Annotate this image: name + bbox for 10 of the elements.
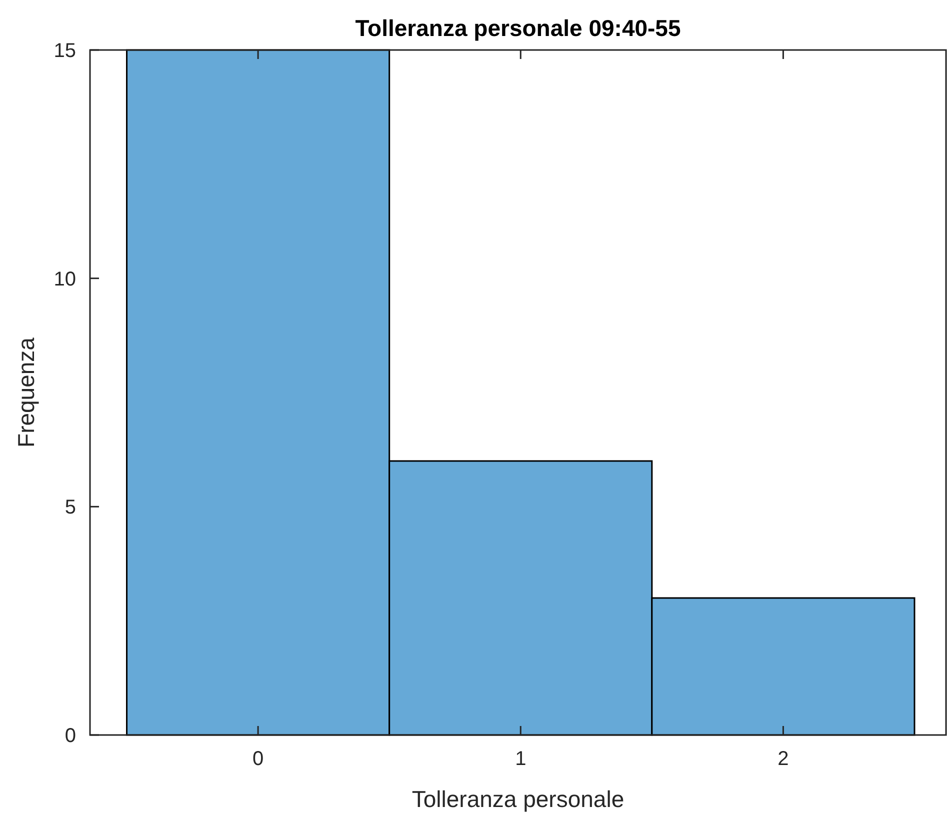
- y-tick-label: 10: [54, 268, 76, 290]
- x-axis-title: Tolleranza personale: [412, 786, 624, 812]
- y-axis-title: Frequenza: [13, 337, 39, 448]
- y-tick-label: 5: [64, 496, 76, 519]
- x-tick-label: 0: [252, 748, 264, 770]
- y-tick-label: 0: [64, 725, 76, 747]
- x-tick-label: 1: [515, 748, 526, 770]
- y-tick-label: 15: [54, 40, 76, 62]
- x-tick-label: 2: [778, 748, 789, 770]
- chart-title: Tolleranza personale 09:40-55: [355, 15, 681, 41]
